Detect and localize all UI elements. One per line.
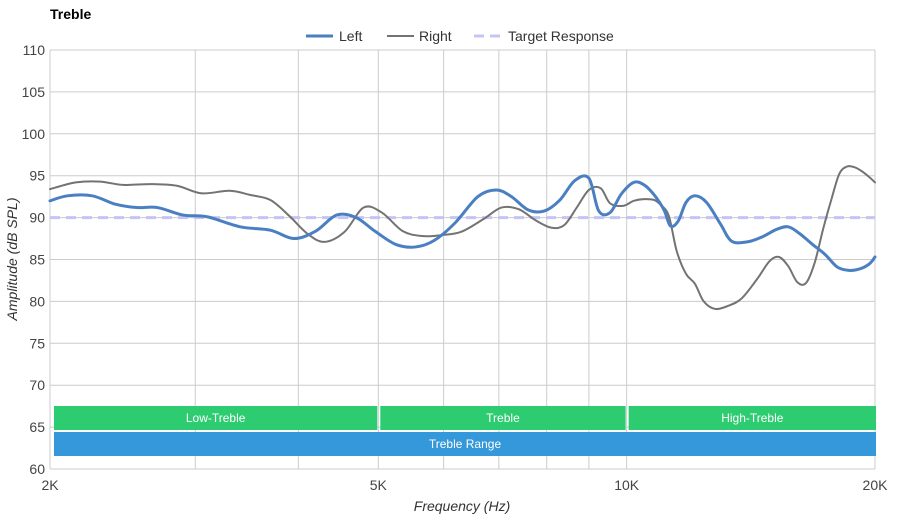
x-tick-label: 5K <box>370 477 388 493</box>
band-label: Treble <box>486 411 520 425</box>
y-tick-label: 100 <box>22 126 46 142</box>
band-layer: Low-Treble Treble High-Treble Treble Range <box>54 406 876 456</box>
y-tick-label: 75 <box>29 335 45 351</box>
legend-label-right: Right <box>419 28 452 44</box>
y-tick-label: 70 <box>29 377 45 393</box>
axis-layer: 60 65 70 75 80 85 90 95 100 105 110 2K 5K 10K 20K <box>22 42 888 493</box>
chart-title: Treble <box>50 6 92 22</box>
band-high-treble <box>628 406 876 430</box>
grid-layer <box>49 49 876 470</box>
band-label: High-Treble <box>721 411 784 425</box>
series-line-left <box>48 174 877 272</box>
y-tick-label: 110 <box>23 42 46 58</box>
y-tick-label: 80 <box>29 293 45 309</box>
legend: Left Right Target Response <box>306 28 614 44</box>
x-axis-title: Frequency (Hz) <box>414 498 510 514</box>
band-treble-range <box>54 432 876 456</box>
x-tick-label: 10K <box>614 477 640 493</box>
series-layer <box>48 165 877 311</box>
y-tick-label: 65 <box>29 419 45 435</box>
legend-label-target-response: Target Response <box>508 28 614 44</box>
band-label: Low-Treble <box>186 411 246 425</box>
y-tick-label: 85 <box>29 252 45 268</box>
x-tick-label: 20K <box>863 477 889 493</box>
legend-label-left: Left <box>339 28 362 44</box>
band-low-treble <box>54 406 378 430</box>
y-tick-label: 60 <box>29 461 45 477</box>
x-tick-label: 2K <box>41 477 59 493</box>
y-axis-title: Amplitude (dB SPL) <box>4 198 20 322</box>
series-line-right <box>49 165 876 311</box>
y-tick-label: 95 <box>29 168 45 184</box>
band-label: Treble Range <box>429 437 502 451</box>
y-tick-label: 90 <box>29 210 45 226</box>
y-tick-label: 105 <box>22 84 46 100</box>
band-treble <box>380 406 626 430</box>
